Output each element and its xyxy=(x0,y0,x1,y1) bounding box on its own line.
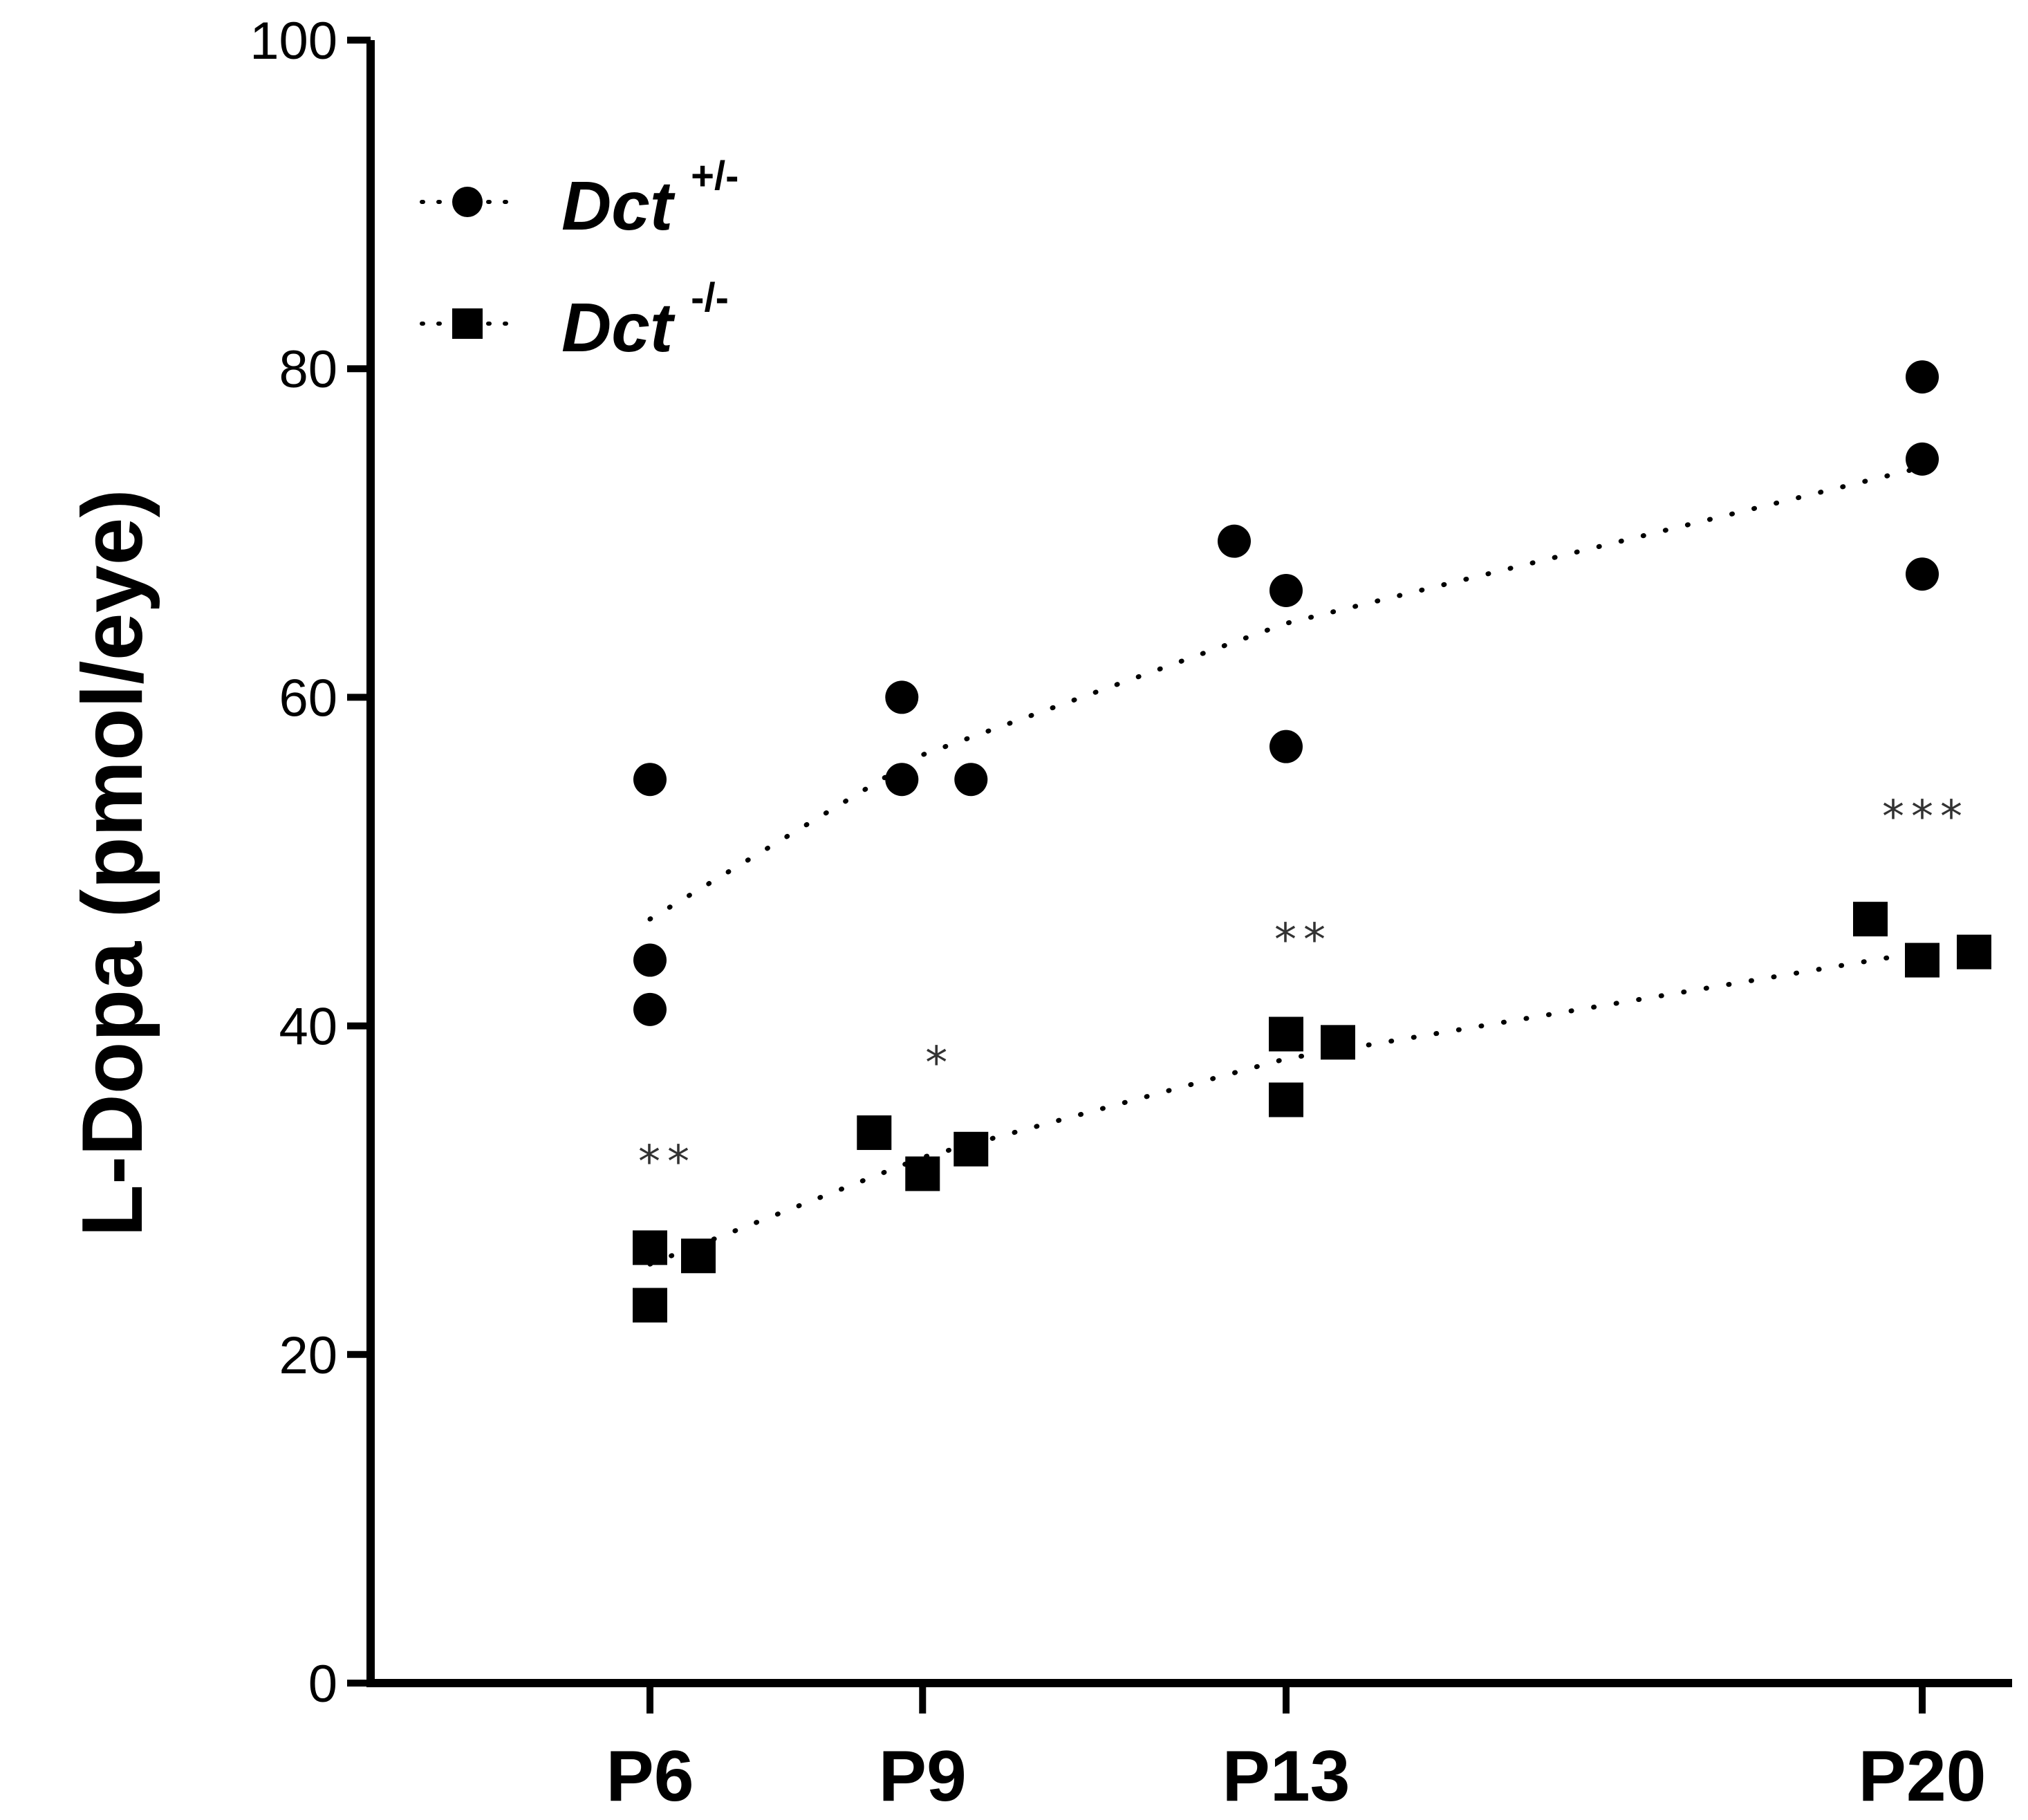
x-tick-label-p13: P13 xyxy=(1222,1736,1350,1817)
significance-label: *** xyxy=(1882,792,1969,843)
legend-item-ko: Dct -/- xyxy=(420,275,729,366)
x-tick-label-p20: P20 xyxy=(1858,1736,1986,1817)
point-het xyxy=(1269,730,1303,763)
x-tick-label-p9: P9 xyxy=(879,1736,967,1817)
point-ko xyxy=(1321,1025,1355,1060)
y-ticks: 0 20 40 60 80 100 xyxy=(250,12,371,1714)
significance-annotations: ******** xyxy=(638,792,1969,1188)
y-axis-title: L-Dopa (pmol/eye) xyxy=(65,489,160,1237)
y-tick-label: 60 xyxy=(279,669,337,727)
trendline-series-1 xyxy=(647,949,1925,1267)
trendline-series-0 xyxy=(647,465,1925,922)
x-ticks: P6 P9 P13 P20 xyxy=(606,1683,1987,1817)
legend-ko-name: Dct xyxy=(561,289,676,366)
significance-label: * xyxy=(925,1038,954,1089)
point-ko xyxy=(1957,934,1991,969)
point-het xyxy=(633,992,667,1026)
point-het xyxy=(633,763,667,797)
point-ko xyxy=(1905,943,1939,978)
point-ko xyxy=(633,1288,667,1323)
point-het xyxy=(1906,360,1939,394)
legend-het-label: Dct +/- xyxy=(561,154,738,245)
point-het xyxy=(885,763,919,797)
point-het xyxy=(1906,442,1939,476)
point-ko xyxy=(1853,902,1888,937)
y-tick-label: 0 xyxy=(308,1655,337,1714)
point-het xyxy=(1906,557,1939,591)
legend: Dct +/- Dct -/- xyxy=(420,154,738,366)
point-ko xyxy=(681,1238,716,1274)
legend-het-marker xyxy=(452,187,483,217)
point-het xyxy=(885,680,919,714)
legend-item-het: Dct +/- xyxy=(420,154,738,245)
significance-label: ** xyxy=(1274,915,1332,966)
legend-ko-marker xyxy=(452,308,483,339)
y-tick-label: 40 xyxy=(279,998,337,1057)
point-ko xyxy=(633,1230,667,1265)
y-tick-label: 20 xyxy=(279,1326,337,1385)
significance-label: ** xyxy=(638,1137,696,1188)
point-het xyxy=(1269,573,1303,607)
data-points xyxy=(633,360,1991,1323)
legend-het-genotype: +/- xyxy=(691,154,738,198)
point-ko xyxy=(857,1115,892,1151)
point-het xyxy=(1218,524,1251,558)
point-ko xyxy=(1269,1016,1303,1052)
point-het xyxy=(954,763,988,797)
point-ko xyxy=(1269,1082,1303,1117)
x-tick-label-p6: P6 xyxy=(606,1736,694,1817)
point-ko xyxy=(953,1131,989,1167)
trendlines xyxy=(647,465,1925,1267)
legend-ko-label: Dct -/- xyxy=(561,275,729,366)
point-ko xyxy=(905,1156,940,1191)
y-tick-label: 80 xyxy=(279,340,337,399)
point-het xyxy=(633,943,667,977)
legend-het-name: Dct xyxy=(561,167,676,245)
y-tick-label: 100 xyxy=(250,12,337,71)
legend-ko-genotype: -/- xyxy=(691,275,729,320)
